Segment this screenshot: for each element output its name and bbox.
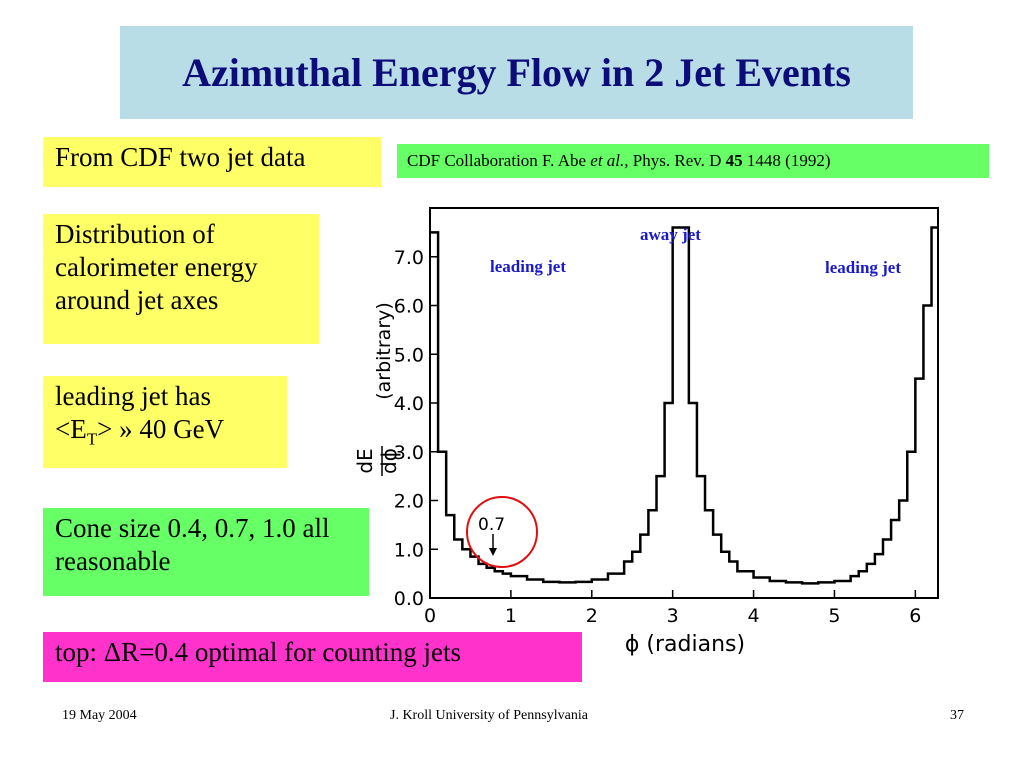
y-tick-label-5: 5.0 <box>394 344 424 366</box>
et-note-line1: leading jet has <box>55 381 211 411</box>
y-tick-label-4: 4.0 <box>394 393 424 415</box>
et-note: leading jet has <ET> » 40 GeV <box>43 376 287 468</box>
reference-italic: et al., <box>590 151 629 170</box>
x-ticks: 0 1 2 3 4 5 6 <box>424 590 921 627</box>
ylabel-arbitrary: (arbitrary) <box>373 302 395 400</box>
label-leading-jet-right: leading jet <box>825 258 901 277</box>
x-tick-label-1: 1 <box>505 605 517 627</box>
reference-pre: CDF Collaboration F. Abe <box>407 151 591 170</box>
slide-title: Azimuthal Energy Flow in 2 Jet Events <box>182 50 851 95</box>
footer-author: J. Kroll University of Pennsylvania <box>390 708 588 723</box>
footer-page: 37 <box>950 708 964 723</box>
et-sub: T <box>86 429 98 449</box>
x-tick-label-6: 6 <box>909 605 921 627</box>
reference-mid: Phys. Rev. D <box>628 151 726 170</box>
distribution-note: Distribution of calorimeter energy aroun… <box>43 214 319 344</box>
cone-highlight-circle <box>466 496 538 568</box>
x-tick-label-2: 2 <box>586 605 598 627</box>
footer-date: 19 May 2004 <box>62 708 137 723</box>
title-box: Azimuthal Energy Flow in 2 Jet Events <box>120 26 913 119</box>
top-note: top: ΔR=0.4 optimal for counting jets <box>43 632 582 682</box>
y-tick-label-0: 0.0 <box>394 588 424 610</box>
y-tick-label-7: 7.0 <box>394 247 424 269</box>
reference-post: 1448 (1992) <box>742 151 831 170</box>
x-tick-label-3: 3 <box>667 605 679 627</box>
et-lt: <E <box>55 414 87 444</box>
x-tick-label-0: 0 <box>424 605 436 627</box>
ylabel-dphi: dϕ <box>377 448 401 474</box>
reference-bold: 45 <box>725 151 743 170</box>
y-tick-label-1: 1.0 <box>394 539 424 561</box>
et-rest: > » 40 GeV <box>97 414 225 444</box>
cone-arrow-head <box>489 548 497 556</box>
energy-flow-chart: 0.0 1.0 2.0 3.0 4.0 5.0 6.0 7.0 0 1 2 3 4 5 6 dE dϕ (… <box>353 207 939 657</box>
source-note: From CDF two jet data <box>43 137 381 187</box>
y-tick-label-6: 6.0 <box>394 296 424 318</box>
cone-label: 0.7 <box>478 515 505 535</box>
label-leading-jet-left: leading jet <box>490 257 566 276</box>
et-note-line2: <ET> » 40 GeV <box>55 413 275 455</box>
energy-curve <box>430 226 938 585</box>
cone-note: Cone size 0.4, 0.7, 1.0 all reasonable <box>43 508 369 596</box>
x-tick-label-5: 5 <box>828 605 840 627</box>
ylabel-de: dE <box>353 448 377 473</box>
label-away-jet: away jet <box>640 225 701 244</box>
y-tick-label-3: 3.0 <box>394 442 424 464</box>
y-tick-label-2: 2.0 <box>394 491 424 513</box>
x-axis-label: ϕ (radians) <box>625 632 745 657</box>
x-tick-label-4: 4 <box>748 605 760 627</box>
y-ticks: 0.0 1.0 2.0 3.0 4.0 5.0 6.0 7.0 <box>394 247 438 610</box>
reference-box: CDF Collaboration F. Abe et al., Phys. R… <box>397 144 989 178</box>
